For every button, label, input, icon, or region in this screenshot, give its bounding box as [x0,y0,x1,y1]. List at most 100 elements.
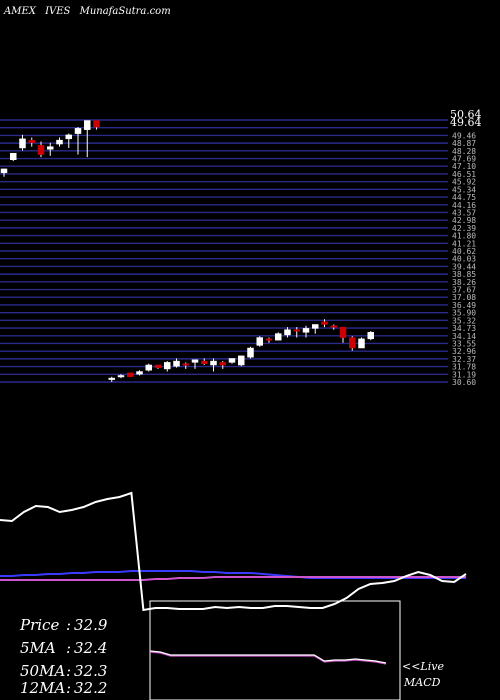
price-tick-label: 31.78 [452,363,476,372]
candle-body-down [321,321,328,325]
price-tick-label: 49.46 [452,131,476,140]
candle-body-up [238,355,245,366]
price-label-second: 49.64 [450,116,482,129]
indicator-panel [0,491,467,612]
price-tick-label: 47.10 [452,162,476,171]
price-tick-label: 35.90 [452,309,476,318]
candle-body-down [127,372,134,378]
candle-body-up [65,134,72,140]
stat-price-label: Price [19,616,59,634]
stat-5ma-sep: : [66,639,71,657]
price-tick-label: 31.19 [452,370,476,379]
candle-body-down [154,364,162,368]
candle-body-up [108,377,115,380]
price-tick-label: 40.62 [452,247,476,256]
candle-body-down [330,325,337,328]
price-tick-label: 45.92 [452,178,476,187]
price-tick-label: 36.49 [452,301,476,310]
stat-5ma-value: 32.4 [74,639,107,657]
price-tick-label: 33.55 [452,339,476,348]
stat-12ma-value: 32.2 [74,679,107,697]
exchange-name: AMEX [3,6,37,17]
macd-panel [149,650,387,665]
candle-body-up [19,138,26,149]
price-tick-label: 30.60 [452,378,476,387]
candle-body-up [275,333,282,341]
candle-body-up [164,362,171,370]
candle-body-up [0,168,8,174]
candle-body-down [182,363,189,366]
price-tick-label: 47.69 [452,155,476,164]
candle-body-up [256,337,263,346]
candle-body-up [74,128,82,134]
ma-pink-line [0,576,466,581]
candle-body-down [349,337,356,349]
price-tick-label: 34.73 [452,324,476,333]
macd-box [149,600,401,700]
candle-body-up [302,328,310,333]
macd-label: <<Live MACD [402,660,444,689]
price-tick-label: 34.14 [452,332,476,341]
candlestick-series [0,120,374,382]
candle-body-up [210,360,217,366]
price-tick-label: 37.67 [452,286,476,295]
candle-body-up [117,375,125,378]
candle-body-down [37,145,45,155]
price-tick-label: 45.34 [452,185,476,194]
chart-header: AMEX IVES MunafaSutra.com [3,6,171,17]
price-tick-label: 38.85 [452,270,476,279]
price-tick-label: 44.75 [452,193,476,202]
candle-body-up [247,347,254,358]
stat-price-value: 32.9 [74,616,108,634]
macd-title-label: MACD [403,676,441,689]
candle-body-up [84,120,91,130]
price-tick-label: 42.98 [452,216,476,225]
macd-line [149,650,387,664]
stat-50ma-sep: : [66,662,71,680]
candle-body-up [56,139,63,145]
price-tick-label: 41.21 [452,239,476,248]
price-tick-label: 41.80 [452,232,476,241]
candle-body-up [173,360,180,367]
site-name: MunafaSutra.com [79,6,171,17]
candle-body-up [358,338,365,349]
ticker-symbol: IVES [44,6,70,17]
price-tick-label: 32.96 [452,347,476,356]
candle-body-up [136,371,143,375]
price-tick-label: 46.51 [452,170,476,179]
indicator-line [0,491,467,612]
candle-body-up [10,152,17,160]
price-tick-label: 44.16 [452,201,476,210]
candle-body-down [201,360,208,364]
candle-body-down [28,139,35,143]
price-tick-label: 48.87 [452,139,476,148]
stat-50ma-label: 50MA [20,662,65,680]
stat-price-sep: : [66,616,71,634]
stat-12ma-label: 12MA [20,679,65,697]
price-tick-label: 38.26 [452,278,476,287]
price-label-top: 50.64 [450,108,482,121]
price-tick-label: 39.44 [452,262,476,271]
candle-body-down [93,120,100,128]
price-tick-label: 43.57 [452,208,476,217]
macd-live-label: <<Live [402,660,444,673]
macd-signal-line [149,651,387,665]
price-tick-label: 37.08 [452,293,476,302]
price-tick-label: 40.03 [452,255,476,264]
price-tick-label: 32.37 [452,355,476,364]
candle-body-up [284,329,291,336]
candle-body-up [312,324,319,329]
price-tick-label: 48.28 [452,147,476,156]
price-tick-label: 42.39 [452,224,476,233]
candle-body-up [367,332,374,340]
price-axis-labels: 49.4648.8748.2847.6947.1046.5145.9245.34… [452,131,476,387]
price-tick-label: 35.32 [452,316,476,325]
candle-body-down [339,326,347,338]
stat-12ma-sep: : [66,679,71,697]
stats-panel: Price : 32.9 5MA : 32.4 50MA : 32.3 12MA… [19,616,108,697]
candle-body-down [219,362,226,366]
candle-body-down [293,329,300,332]
candle-body-up [145,364,152,371]
candle-body-up [47,146,54,150]
